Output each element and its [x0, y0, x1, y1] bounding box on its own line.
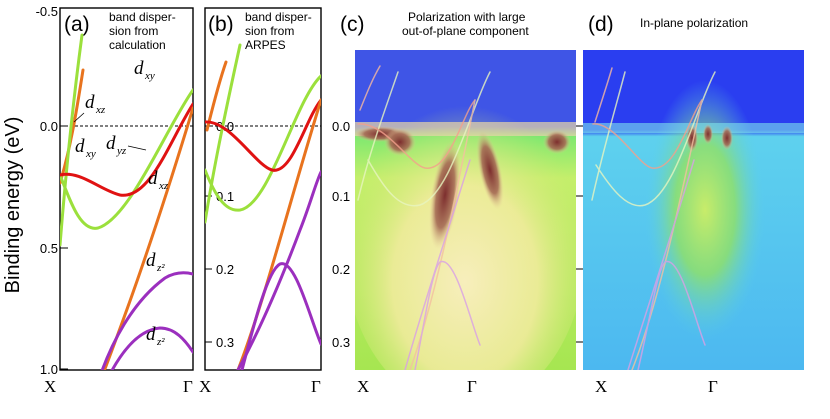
panel-d-overlay-band	[637, 261, 706, 370]
band-label-text: d	[146, 250, 156, 271]
band-label-text: d	[85, 92, 95, 113]
panel-c-xtick-X: X	[357, 377, 369, 396]
panel-c-ytick-label: 0.3	[332, 335, 350, 350]
panel-a-ytick-label: 0.0	[40, 119, 58, 134]
band-dxy-green-steep	[60, 33, 84, 247]
band-label-dxy-right: d xy	[134, 58, 155, 82]
panel-a-caption-line1: band disper-	[109, 10, 176, 24]
arpes-band-orange	[236, 98, 321, 370]
panel-a-xtick-Gamma: Γ	[183, 377, 193, 396]
panel-b-xtick-Gamma: Γ	[311, 377, 321, 396]
arpes-band-green-steep	[205, 43, 242, 224]
panel-b-caption-line2: sion from	[245, 24, 294, 38]
panel-c-overlay-band	[359, 65, 381, 111]
panel-d-caption-line1: In-plane polarization	[640, 16, 748, 30]
panel-c-intensity-glow	[355, 90, 576, 370]
panel-a-frame	[59, 7, 194, 371]
panel-c-overlay-band	[357, 99, 476, 169]
panel-d-overlay-band	[627, 159, 695, 370]
panel-c-overlay-band	[414, 261, 481, 370]
band-label-sub: z²	[156, 336, 165, 348]
band-label-text: d	[148, 168, 158, 189]
panel-b: 0.0 0.1 0.2 0.3 (b) band disper- sion fr…	[199, 7, 322, 396]
band-dz2-upper	[100, 271, 193, 370]
panel-b-xtick-X: X	[199, 377, 211, 396]
panel-a-xtick-X: X	[44, 377, 56, 396]
panel-a: -0.5 0.0 0.5 1.0 (a) band disper- sion f…	[36, 4, 194, 396]
band-dxy-green	[60, 88, 193, 230]
band-label-dz2-lower: d z²	[146, 324, 165, 348]
panel-d-blob-right	[721, 126, 733, 150]
band-label-sub: xz	[158, 180, 169, 192]
panel-a-caption-line2: sion from	[109, 24, 158, 38]
panel-b-caption-line1: band disper-	[245, 10, 312, 24]
arpes-band-red	[205, 98, 321, 172]
band-dyz-orange	[102, 106, 193, 370]
band-label-sub: z²	[156, 262, 165, 274]
panel-c-ytick-label: 0.2	[332, 262, 350, 277]
band-label-text: d	[106, 133, 116, 154]
panel-b-ytick-label: 0.3	[216, 335, 234, 350]
panel-a-caption-line3: calculation	[109, 38, 166, 52]
panel-a-ytick-label: 0.5	[40, 241, 58, 256]
panel-d-xtick-Gamma: Γ	[708, 377, 718, 396]
arpes-band-green	[205, 74, 321, 212]
panel-d-overlay-band	[631, 99, 703, 370]
y-axis-label: Binding energy (eV)	[2, 117, 24, 294]
panel-c-tag: (c)	[340, 13, 365, 36]
panel-d-overlay-band	[594, 67, 613, 123]
band-dxz-red	[60, 102, 193, 197]
panel-d: (d) In-plane polarization X Γ	[583, 13, 804, 396]
panel-d-overlay-band	[591, 71, 626, 201]
band-label-dz2-upper: d z²	[146, 250, 165, 274]
panel-c-overlay-band	[367, 71, 491, 207]
panel-b-ytick-label: 0.2	[216, 262, 234, 277]
panel-c-ytick-label: 0.0	[332, 119, 350, 134]
arpes-band-orange-steep	[205, 60, 228, 132]
band-label-text: d	[75, 136, 85, 157]
panel-c-blob-center-right	[476, 130, 504, 210]
band-dxz-orange-steep	[60, 68, 85, 185]
panel-c-caption-line1: Polarization with large	[408, 10, 526, 24]
panel-b-frame	[204, 7, 322, 371]
panel-c-overlay-band	[357, 71, 399, 201]
band-label-text: d	[146, 324, 156, 345]
band-label-sub: xy	[144, 70, 155, 82]
band-label-text: d	[134, 58, 144, 79]
panel-c-blob-left2	[384, 128, 416, 156]
panel-c-blob-right	[543, 130, 571, 154]
panel-c: 0.0 0.1 0.2 0.3 (c) Polarization with la…	[332, 10, 583, 396]
panel-c-caption-line2: out-of-plane component	[402, 24, 529, 38]
band-label-sub: xz	[95, 104, 106, 116]
band-label-sub: xy	[85, 148, 96, 160]
panel-d-intensity-glow	[645, 80, 765, 340]
panel-a-ytick-label: -0.5	[36, 4, 58, 19]
band-label-dxz-right: d xz	[148, 168, 169, 192]
band-dz2-lower	[110, 326, 193, 370]
panel-d-blob-center	[703, 124, 713, 144]
panel-c-overlay-band	[409, 99, 476, 370]
band-label-sub: yz	[116, 145, 127, 157]
arpes-band-purple-lower	[240, 262, 321, 370]
panel-c-xtick-Gamma: Γ	[467, 377, 477, 396]
band-label-dxz-top: d xz	[85, 92, 106, 116]
panel-d-xtick-X: X	[595, 377, 607, 396]
band-label-dyz: d yz	[106, 133, 127, 157]
panel-c-blob-center-left	[429, 140, 461, 250]
panel-d-overlay-band	[592, 99, 703, 169]
panel-a-ytick-label: 1.0	[40, 362, 58, 377]
label-leader	[73, 112, 85, 123]
panel-c-ytick-label: 0.1	[332, 189, 350, 204]
label-leader	[127, 145, 147, 151]
panel-d-tag: (d)	[588, 13, 614, 36]
panel-b-caption-line3: ARPES	[245, 38, 286, 52]
band-label-dxy-left: d xy	[75, 136, 96, 160]
panel-b-tag: (b)	[208, 13, 234, 36]
arpes-band-purple-upper	[236, 170, 321, 370]
panel-a-tag: (a)	[64, 13, 90, 36]
